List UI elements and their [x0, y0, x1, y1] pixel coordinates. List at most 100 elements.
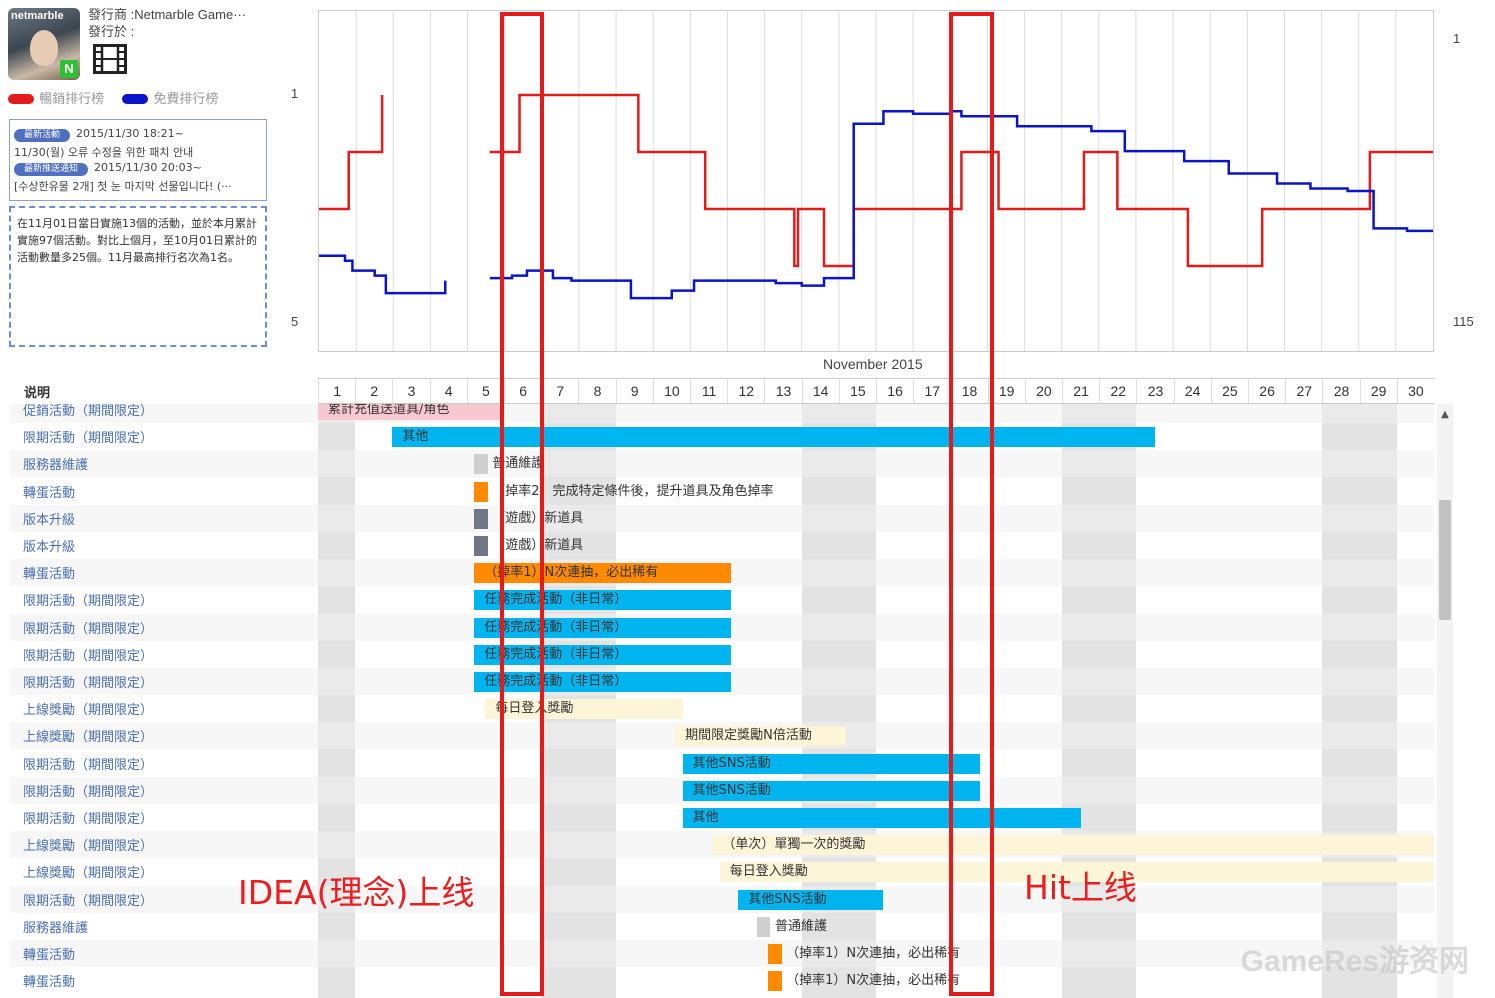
event-bar[interactable]: （遊戲）新道具	[474, 536, 583, 556]
event-bar[interactable]: 任務完成活動（非日常）	[474, 644, 731, 665]
event-bar-label: （掉率1）N次連抽，必出稀有	[484, 565, 659, 581]
table-scroll-thumb[interactable]	[1439, 500, 1451, 620]
event-type-label[interactable]: 限期活動（期間限定）	[23, 594, 154, 610]
event-type-label[interactable]: 限期活動（期間限定）	[23, 676, 154, 691]
table-row: 限期活動（期間限定） 任務完成活動（非日常）	[10, 613, 1434, 641]
day-header-2: 2	[355, 379, 392, 403]
event-type-label[interactable]: 限期活動（期間限定）	[23, 893, 154, 909]
film-icon[interactable]	[93, 44, 127, 74]
latest-push-time: 2015/11/30 20:03~	[94, 161, 202, 174]
event-bar[interactable]: （掉率1）N次連抽，必出稀有	[474, 563, 731, 584]
day-header-29: 29	[1359, 379, 1397, 403]
table-row: 上線獎勵（期間限定） 每日登入獎勵	[10, 858, 1434, 885]
event-bar-label: 任務完成活動（非日常）	[484, 619, 628, 635]
scroll-up-icon[interactable]: ▲	[1441, 409, 1449, 420]
event-type-label[interactable]: 上線獎勵（期間限定）	[23, 730, 154, 746]
event-bar[interactable]: 其他SNS活動	[682, 780, 981, 801]
left-axis-tick-top: 1	[291, 86, 299, 101]
app-logo-text: netmarble	[11, 10, 64, 22]
event-bar[interactable]: （掉率1）N次連抽，必出稀有	[768, 944, 960, 964]
event-type-label[interactable]: 限期活動（期間限定）	[23, 784, 154, 800]
idea-launch-annotation: IDEA(理念)上线	[238, 873, 475, 912]
ranking-chart[interactable]	[318, 10, 1434, 352]
event-bar-label: （掉率1）N次連抽，必出稀有	[786, 946, 961, 961]
event-type-label[interactable]: 轉蛋活動	[23, 948, 76, 963]
legend-label-grossing[interactable]: 暢銷排行榜	[39, 91, 105, 106]
event-type-label[interactable]: 上線獎勵（期間限定）	[23, 866, 154, 882]
event-type-label[interactable]: 版本升級	[23, 512, 76, 528]
event-bar[interactable]: 累計充值送道具/角色	[318, 404, 504, 420]
event-type-label[interactable]: 限期活動（期間限定）	[23, 431, 154, 447]
event-bar-label: 其他SNS活動	[692, 782, 771, 798]
day-header-15: 15	[838, 379, 876, 403]
character-face	[30, 30, 58, 66]
event-bar[interactable]: （单次）單獨一次的獎勵	[712, 835, 1434, 856]
event-type-label[interactable]: 服務器維護	[23, 458, 89, 474]
grossing-rank-line	[319, 93, 1433, 268]
table-row: 限期活動（期間限定） 其他SNS活動	[10, 885, 1434, 913]
event-bar[interactable]: 其他	[682, 808, 1081, 828]
event-bar[interactable]: 普通維護	[474, 454, 544, 475]
event-bar[interactable]: 期間限定獎勵N倍活動	[675, 726, 847, 747]
event-type-label[interactable]: 限期活動（期間限定）	[23, 648, 154, 664]
latest-push-row[interactable]: 最新推送通知 2015/11/30 20:03~	[14, 161, 202, 176]
monthly-summary: 在11月01日當日實施13個的活動，並於本月累計實施97個活動。對比上個月，至1…	[9, 206, 267, 347]
table-row: 限期活動（期間限定） 其他SNS活動	[10, 750, 1434, 777]
event-type-label[interactable]: 轉蛋活動	[23, 485, 76, 501]
table-row: 限期活動（期間限定） 其他	[10, 423, 1434, 450]
event-type-label[interactable]: 轉蛋活動	[23, 567, 76, 583]
event-bar-label: 期間限定獎勵N倍活動	[685, 728, 812, 744]
latest-activity-row[interactable]: 最新活動 2015/11/30 18:21~	[14, 127, 184, 142]
day-header-11: 11	[690, 379, 727, 403]
legend-swatch-grossing[interactable]	[8, 93, 34, 104]
latest-events-panel: 最新活動 2015/11/30 18:21~ 11/30(월) 오류 수정을 위한…	[9, 119, 267, 201]
event-bar[interactable]: 普通維護	[756, 916, 827, 937]
event-type-label[interactable]: 上線獎勵（期間限定）	[23, 703, 154, 719]
app-icon[interactable]: netmarble N	[8, 8, 80, 80]
event-bar-label: 其他SNS活動	[692, 755, 771, 771]
event-bar-label: 每日登入獎勵	[495, 701, 574, 717]
event-type-label[interactable]: 促銷活動（期間限定）	[23, 404, 154, 419]
event-bar-label: 其他	[692, 810, 719, 825]
right-axis-tick-bottom: 115	[1453, 314, 1474, 329]
table-scrollbar[interactable]	[1437, 404, 1453, 998]
table-row: 版本升級 （遊戲）新道具	[10, 532, 1434, 559]
event-bar[interactable]: 任務完成活動（非日常）	[474, 590, 731, 611]
event-bar-label: 累計充值送道具/角色	[328, 404, 450, 417]
table-row: 限期活動（期間限定） 任務完成活動（非日常）	[10, 641, 1434, 668]
event-bar[interactable]: 其他SNS活動	[682, 753, 981, 774]
event-bar-label: 其他SNS活動	[748, 891, 827, 907]
event-bar-label: 任務完成活動（非日常）	[484, 674, 628, 689]
event-bar[interactable]: 任務完成活動（非日常）	[474, 617, 731, 638]
event-type-label[interactable]: 限期活動（期間限定）	[23, 621, 154, 637]
day-header-13: 13	[764, 379, 801, 403]
event-bar[interactable]: （掉率2）完成特定條件後，提升道具及角色掉率	[474, 481, 774, 502]
latest-activity-text[interactable]: 11/30(월) 오류 수정을 위한 패치 안내	[14, 146, 194, 159]
event-type-label[interactable]: 轉蛋活動	[23, 975, 76, 991]
table-row: 限期活動（期間限定） 任務完成活動（非日常）	[10, 668, 1434, 695]
event-bar[interactable]: 每日登入獎勵	[719, 862, 1434, 883]
event-type-label[interactable]: 版本升級	[23, 540, 76, 555]
left-axis-tick-bottom: 5	[291, 314, 299, 329]
legend-label-free[interactable]: 免費排行榜	[153, 91, 219, 106]
event-type-label[interactable]: 上線獎勵（期間限定）	[23, 839, 154, 855]
event-type-label[interactable]: 服務器維護	[23, 920, 89, 936]
event-bar[interactable]: （遊戲）新道具	[474, 508, 583, 529]
event-bar[interactable]: 每日登入獎勵	[485, 699, 683, 720]
event-bar[interactable]: 其他SNS活動	[738, 889, 884, 910]
event-bar-label: （单次）單獨一次的獎勵	[722, 837, 866, 853]
event-type-label[interactable]: 限期活動（期間限定）	[23, 812, 154, 827]
idea-launch-highlight	[500, 12, 544, 996]
event-bar[interactable]: 任務完成活動（非日常）	[474, 672, 731, 692]
event-bar[interactable]: （掉率1）N次連抽，必出稀有	[768, 971, 960, 992]
table-row: 促銷活動（期間限定） 累計充值送道具/角色	[10, 404, 1434, 423]
day-header-4: 4	[429, 379, 467, 403]
event-bar[interactable]: 其他	[392, 427, 1155, 448]
day-header-7: 7	[541, 379, 578, 403]
legend-swatch-free[interactable]	[122, 93, 149, 104]
event-type-label[interactable]: 限期活動（期間限定）	[23, 757, 154, 773]
latest-push-text[interactable]: [수상한유물 2개] 첫 눈 마지막 선물입니다! (···	[14, 180, 232, 193]
day-header-6: 6	[504, 379, 541, 403]
day-header-3: 3	[392, 379, 429, 403]
publisher-line: 發行商 :Netmarble Game···	[88, 7, 247, 22]
